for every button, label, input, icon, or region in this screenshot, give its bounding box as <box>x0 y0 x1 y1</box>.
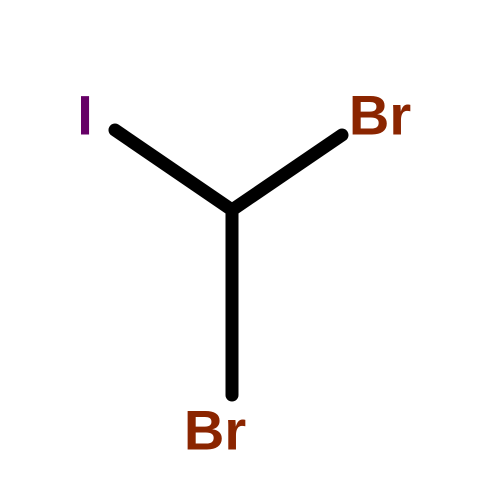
atom-bromine-top: Br <box>349 83 411 148</box>
atom-bromine-bottom: Br <box>184 398 246 463</box>
atom-iodine: I <box>77 83 93 148</box>
molecule-bonds <box>0 0 500 500</box>
